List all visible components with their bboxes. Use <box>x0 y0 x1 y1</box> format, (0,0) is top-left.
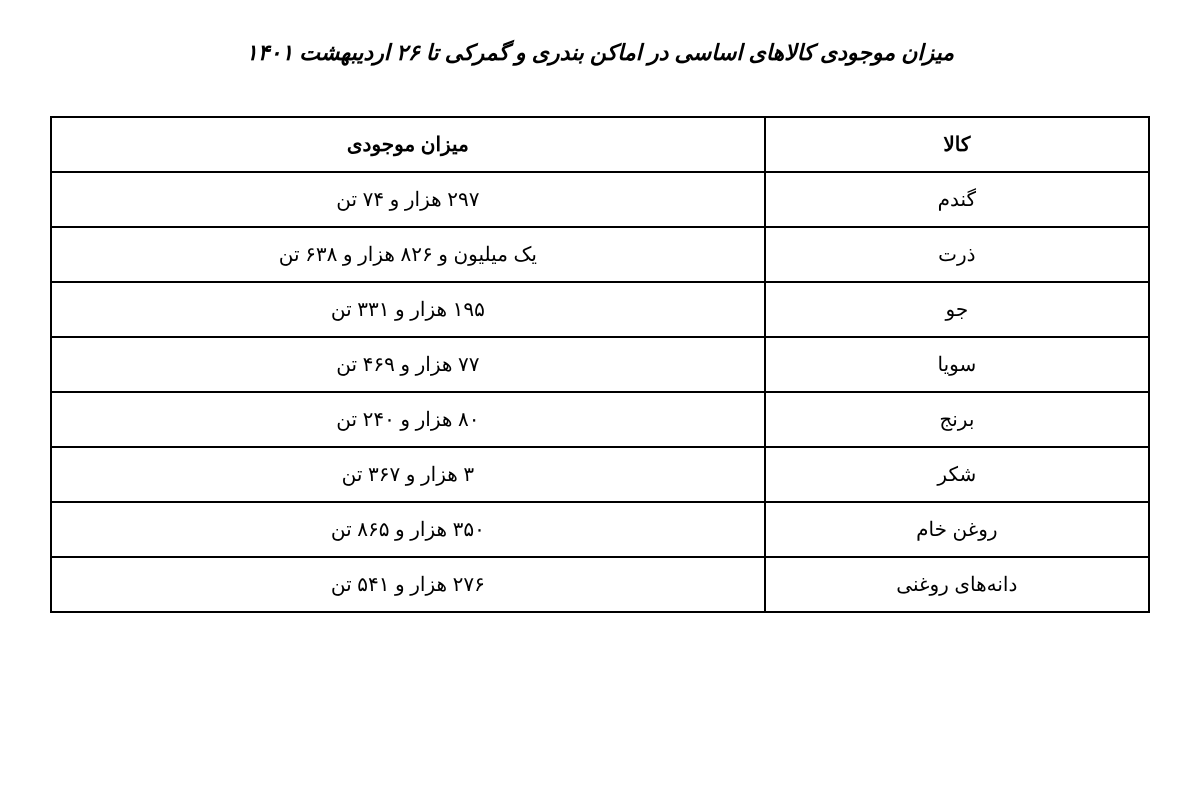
cell-kala: جو <box>765 282 1149 337</box>
cell-mizan: ۲۹۷ هزار و ۷۴ تن <box>51 172 765 227</box>
column-header-mizan: میزان موجودی <box>51 117 765 172</box>
page-title: میزان موجودی کالاهای اساسی در اماکن بندر… <box>50 30 1150 76</box>
cell-kala: برنج <box>765 392 1149 447</box>
table-row: ذرت یک میلیون و ۸۲۶ هزار و ۶۳۸ تن <box>51 227 1149 282</box>
inventory-table: کالا میزان موجودی گندم ۲۹۷ هزار و ۷۴ تن … <box>50 116 1150 613</box>
cell-kala: گندم <box>765 172 1149 227</box>
cell-mizan: ۱۹۵ هزار و ۳۳۱ تن <box>51 282 765 337</box>
table-row: برنج ۸۰ هزار و ۲۴۰ تن <box>51 392 1149 447</box>
cell-mizan: یک میلیون و ۸۲۶ هزار و ۶۳۸ تن <box>51 227 765 282</box>
cell-kala: ذرت <box>765 227 1149 282</box>
column-header-kala: کالا <box>765 117 1149 172</box>
table-row: شکر ۳ هزار و ۳۶۷ تن <box>51 447 1149 502</box>
cell-kala: روغن خام <box>765 502 1149 557</box>
table-header-row: کالا میزان موجودی <box>51 117 1149 172</box>
table-row: روغن خام ۳۵۰ هزار و ۸۶۵ تن <box>51 502 1149 557</box>
cell-mizan: ۳۵۰ هزار و ۸۶۵ تن <box>51 502 765 557</box>
cell-kala: شکر <box>765 447 1149 502</box>
cell-mizan: ۲۷۶ هزار و ۵۴۱ تن <box>51 557 765 612</box>
table-row: جو ۱۹۵ هزار و ۳۳۱ تن <box>51 282 1149 337</box>
table-row: گندم ۲۹۷ هزار و ۷۴ تن <box>51 172 1149 227</box>
table-body: گندم ۲۹۷ هزار و ۷۴ تن ذرت یک میلیون و ۸۲… <box>51 172 1149 612</box>
cell-mizan: ۳ هزار و ۳۶۷ تن <box>51 447 765 502</box>
table-row: دانه‌های روغنی ۲۷۶ هزار و ۵۴۱ تن <box>51 557 1149 612</box>
cell-kala: سویا <box>765 337 1149 392</box>
table-row: سویا ۷۷ هزار و ۴۶۹ تن <box>51 337 1149 392</box>
cell-mizan: ۸۰ هزار و ۲۴۰ تن <box>51 392 765 447</box>
cell-mizan: ۷۷ هزار و ۴۶۹ تن <box>51 337 765 392</box>
cell-kala: دانه‌های روغنی <box>765 557 1149 612</box>
